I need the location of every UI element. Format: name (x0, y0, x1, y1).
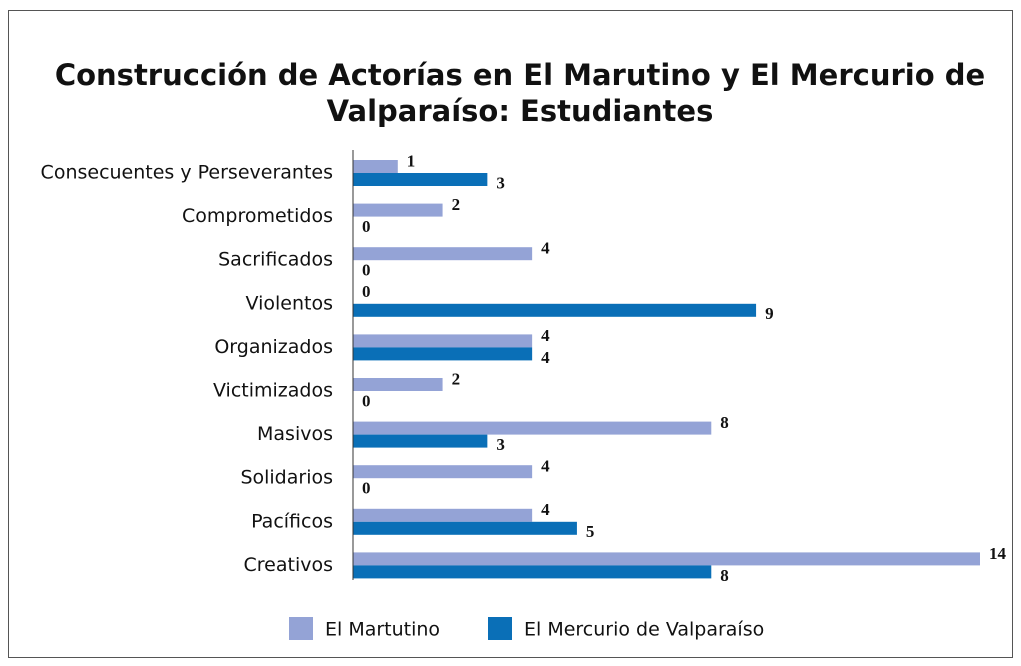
bar (353, 434, 488, 448)
data-label: 0 (362, 479, 371, 498)
data-label: 4 (541, 457, 550, 476)
y-tick-label: Creativos (244, 554, 334, 576)
chart-title: Valparaíso: Estudiantes (327, 94, 714, 128)
bar (353, 203, 443, 217)
bar (353, 521, 577, 535)
frame (8, 10, 1013, 658)
data-label: 8 (720, 413, 729, 432)
bar (353, 465, 533, 479)
y-tick-label: Comprometidos (182, 205, 333, 227)
y-tick-label: Masivos (257, 423, 333, 445)
data-label: 3 (496, 173, 505, 192)
data-label: 4 (541, 500, 550, 519)
bar (353, 552, 980, 566)
legend-label: El Mercurio de Valparaíso (524, 619, 764, 641)
legend-label: El Martutino (325, 619, 440, 641)
bar (353, 347, 533, 361)
data-label: 3 (496, 435, 505, 454)
bar (353, 247, 533, 261)
legend-swatch (488, 617, 512, 640)
y-tick-label: Sacrificados (218, 249, 333, 271)
y-tick-label: Organizados (214, 336, 333, 358)
data-label: 2 (452, 369, 461, 388)
bar (353, 303, 757, 317)
bar (353, 421, 712, 435)
y-tick-label: Pacíficos (251, 510, 333, 532)
data-label: 4 (541, 348, 550, 367)
y-tick-label: Consecuentes y Perseverantes (41, 162, 333, 184)
data-label: 1 (407, 151, 416, 170)
data-label: 8 (720, 566, 729, 585)
data-label: 14 (989, 544, 1007, 563)
y-tick-label: Violentos (246, 292, 333, 314)
legend-swatch (289, 617, 313, 640)
bar (353, 173, 488, 186)
data-label: 0 (362, 282, 371, 301)
chart-title: Construcción de Actorías en El Marutino … (55, 58, 985, 92)
data-label: 4 (541, 239, 550, 258)
bar (353, 334, 533, 348)
data-label: 5 (586, 522, 595, 541)
data-label: 0 (362, 261, 371, 280)
y-tick-label: Victimizados (213, 380, 333, 402)
data-label: 4 (541, 326, 550, 345)
y-tick-label: Solidarios (240, 467, 333, 489)
data-label: 2 (452, 195, 461, 214)
bar (353, 565, 712, 579)
data-label: 0 (362, 217, 371, 236)
data-label: 9 (765, 304, 774, 323)
bar (353, 160, 398, 173)
bar (353, 378, 443, 391)
data-label: 0 (362, 391, 371, 410)
bar (353, 508, 533, 522)
